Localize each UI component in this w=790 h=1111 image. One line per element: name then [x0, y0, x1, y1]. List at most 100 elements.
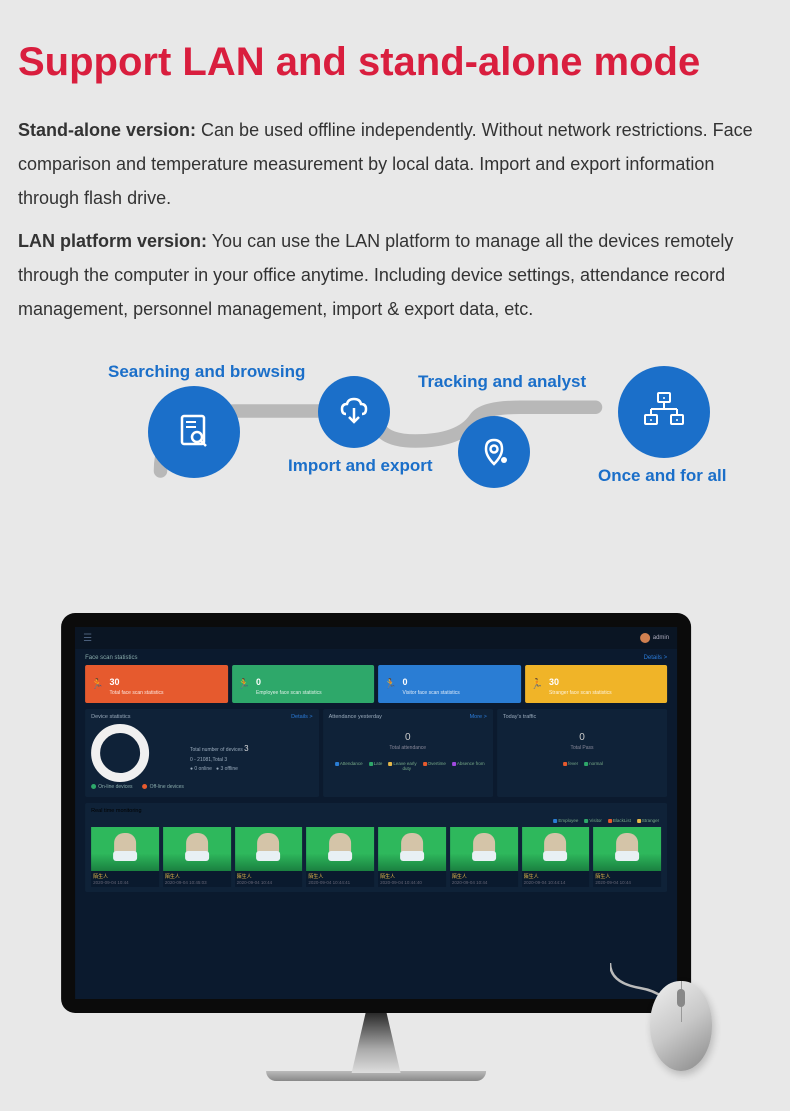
monitoring-tile[interactable]: 陌生人2020-09-04 10:44:40 [378, 827, 446, 887]
attendance-more-link[interactable]: More > [470, 714, 487, 720]
attendance-value: 0 [329, 732, 487, 743]
dashboard-screen: ☰ admin Face scan statistics Details > 🏃… [75, 627, 677, 999]
monitor-bezel: ☰ admin Face scan statistics Details > 🏃… [61, 613, 691, 1013]
tile-name: 陌生人 [165, 873, 229, 880]
device-legend: On-line devices Off-line devices [91, 782, 184, 792]
card4-lbl: Stranger face scan statistics [549, 690, 612, 696]
feature-tracking: Tracking and analyst [458, 416, 530, 488]
face-thumbnail [593, 827, 661, 871]
location-pin-icon [458, 416, 530, 488]
device-title: Device statistics [91, 714, 130, 720]
desc1-bold: Stand-alone version: [18, 120, 196, 140]
topbar: ☰ admin [75, 627, 677, 649]
card3-num: 0 [403, 677, 408, 687]
traffic-title: Today's traffic [503, 714, 536, 720]
tile-timestamp: 2020-09-04 10:44 [452, 880, 516, 885]
monitoring-panel: Real time monitoring EmployeeVisitorBlac… [85, 803, 667, 892]
monitor-stand [341, 1013, 411, 1073]
card2-num: 0 [256, 677, 261, 687]
panels-row: Device statistics Details > On-line devi… [75, 703, 677, 797]
tile-name: 陌生人 [380, 873, 444, 880]
user-name: admin [653, 635, 669, 641]
feature1-label: Searching and browsing [108, 362, 305, 382]
feature4-label: Once and for all [598, 466, 726, 486]
monitor-mockup: ☰ admin Face scan statistics Details > 🏃… [61, 613, 691, 1081]
tile-timestamp: 2020-09-04 10:44 [237, 880, 301, 885]
traffic-legend: fevernormal [503, 761, 661, 766]
stats-title: Face scan statistics [85, 655, 137, 661]
search-document-icon [148, 386, 240, 478]
feature-network: Once and for all [618, 366, 710, 458]
running-icon: 🏃 [238, 679, 250, 690]
face-thumbnail [450, 827, 518, 871]
cloud-download-icon [318, 376, 390, 448]
face-thumbnail [378, 827, 446, 871]
attendance-title: Attendance yesterday [329, 714, 382, 720]
tile-timestamp: 2020-09-04 10:44 [93, 880, 157, 885]
avatar-icon [640, 633, 650, 643]
features-diagram: Searching and browsing Import and export… [18, 346, 772, 526]
description-lan: LAN platform version: You can use the LA… [18, 224, 772, 327]
network-devices-icon [618, 366, 710, 458]
device-panel: Device statistics Details > On-line devi… [85, 709, 319, 797]
monitoring-tile[interactable]: 陌生人2020-09-04 10:45:03 [163, 827, 231, 887]
card4-num: 30 [549, 677, 559, 687]
description-standalone: Stand-alone version: Can be used offline… [18, 113, 772, 216]
page-title: Support LAN and stand-alone mode [18, 40, 772, 85]
monitoring-tiles: 陌生人2020-09-04 10:44陌生人2020-09-04 10:45:0… [91, 827, 661, 887]
stat-card-employee[interactable]: 🏃 0 Employee face scan statistics [232, 665, 375, 703]
tile-name: 陌生人 [93, 873, 157, 880]
attendance-panel: Attendance yesterday More > 0 Total atte… [323, 709, 493, 797]
mouse-body [650, 981, 712, 1071]
tile-name: 陌生人 [308, 873, 372, 880]
tile-name: 陌生人 [595, 873, 659, 880]
mouse-illustration [650, 981, 730, 1091]
face-thumbnail [306, 827, 374, 871]
tile-timestamp: 2020-09-04 10:44:41 [308, 880, 372, 885]
face-thumbnail [522, 827, 590, 871]
running-icon: 🏃 [91, 679, 103, 690]
menu-icon[interactable]: ☰ [83, 633, 92, 644]
desc2-bold: LAN platform version: [18, 231, 207, 251]
stat-card-visitor[interactable]: 🏃 0Visitor face scan statistics [378, 665, 520, 703]
tile-timestamp: 2020-09-04 10:45:03 [165, 880, 229, 885]
device-details-link[interactable]: Details > [291, 714, 313, 720]
device-info: Total number of devices 3 0 - 21081,Tota… [190, 742, 249, 774]
stat-cards-row: 🏃 30Total face scan statistics 🏃 0Employ… [75, 665, 677, 703]
stat-card-total[interactable]: 🏃 30Total face scan statistics [85, 665, 228, 703]
tile-timestamp: 2020-09-04 10:44:40 [380, 880, 444, 885]
monitoring-tile[interactable]: 陌生人2020-09-04 10:44 [593, 827, 661, 887]
card2-lbl: Employee face scan statistics [256, 690, 322, 696]
card1-lbl: Total face scan statistics [110, 690, 164, 696]
traffic-label: Total Pass [503, 745, 661, 751]
monitoring-tile[interactable]: 陌生人2020-09-04 10:44 [91, 827, 159, 887]
feature-search: Searching and browsing [148, 386, 240, 478]
face-thumbnail [235, 827, 303, 871]
tile-name: 陌生人 [452, 873, 516, 880]
traffic-value: 0 [503, 732, 661, 743]
monitoring-tile[interactable]: 陌生人2020-09-04 10:44:14 [522, 827, 590, 887]
details-link[interactable]: Details > [644, 655, 668, 661]
monitoring-tile[interactable]: 陌生人2020-09-04 10:44 [450, 827, 518, 887]
monitoring-tile[interactable]: 陌生人2020-09-04 10:44:41 [306, 827, 374, 887]
feature3-label: Tracking and analyst [418, 372, 586, 392]
feature-import-export: Import and export [318, 376, 390, 448]
tile-timestamp: 2020-09-04 10:44:14 [524, 880, 588, 885]
attendance-label: Total attendance [329, 745, 487, 751]
card3-lbl: Visitor face scan statistics [403, 690, 460, 696]
monitoring-tile[interactable]: 陌生人2020-09-04 10:44 [235, 827, 303, 887]
stat-card-stranger[interactable]: 🏃 30 Stranger face scan statistics [525, 665, 668, 703]
device-donut-chart [91, 724, 149, 782]
user-menu[interactable]: admin [640, 633, 669, 643]
traffic-panel: Today's traffic 0 Total Pass fevernormal [497, 709, 667, 797]
tile-name: 陌生人 [237, 873, 301, 880]
monitoring-title: Real time monitoring [91, 808, 141, 823]
monitoring-filter-legend: EmployeeVisitorBlackListStranger [549, 818, 661, 823]
tile-timestamp: 2020-09-04 10:44 [595, 880, 659, 885]
running-icon: 🏃 [531, 679, 543, 690]
tile-name: 陌生人 [524, 873, 588, 880]
face-thumbnail [163, 827, 231, 871]
stats-header: Face scan statistics Details > [75, 649, 677, 665]
attendance-legend: AttendanceLateLeave earlyOvertimeAbsence… [329, 761, 487, 771]
feature2-label: Import and export [288, 456, 433, 476]
